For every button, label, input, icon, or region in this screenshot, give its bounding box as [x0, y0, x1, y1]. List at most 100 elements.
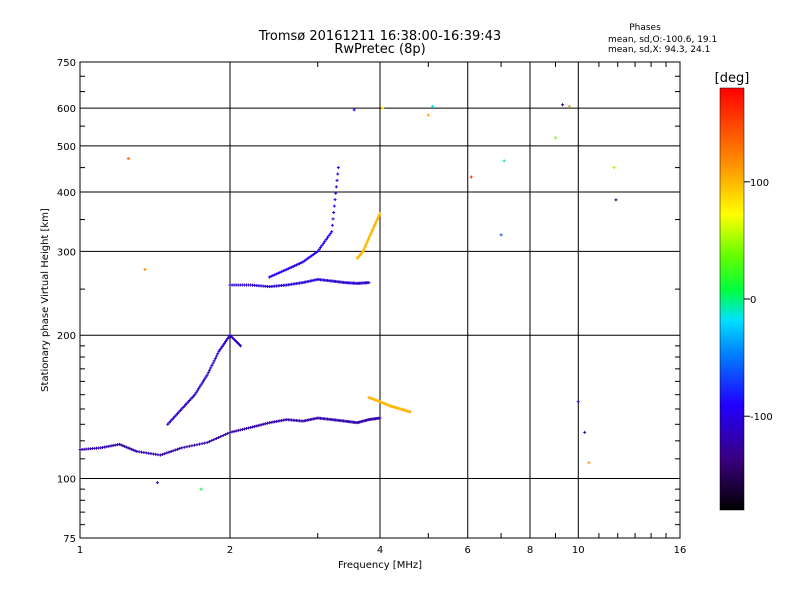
trace-point — [408, 410, 412, 414]
trace-point — [187, 444, 191, 448]
trace-point — [283, 268, 287, 272]
trace-point — [335, 178, 339, 182]
trace-point — [211, 361, 215, 365]
plot-data — [78, 103, 618, 491]
trace-point — [219, 346, 223, 350]
trace-point — [291, 264, 295, 268]
trace-point — [226, 336, 230, 340]
scatter-point — [352, 108, 356, 112]
scatter-point — [502, 159, 506, 163]
scatter-point — [576, 400, 580, 404]
trace-point — [220, 345, 224, 349]
x-tick-label: 8 — [527, 545, 533, 556]
y-tick-label: 750 — [57, 58, 76, 69]
trace-point — [296, 262, 300, 266]
trace-point — [192, 443, 196, 447]
trace-point — [239, 344, 243, 348]
trace-point — [167, 450, 171, 454]
trace-point — [285, 267, 289, 271]
trace-point — [161, 452, 165, 456]
scatter-point — [583, 430, 587, 434]
trace-point — [328, 232, 332, 236]
x-tick-label: 6 — [465, 545, 471, 556]
y-tick-label: 100 — [57, 475, 76, 486]
trace-point — [182, 445, 186, 449]
trace-point — [203, 377, 207, 381]
scatter-point — [155, 481, 159, 485]
scatter-point — [553, 136, 557, 140]
y-tick-label: 400 — [57, 188, 76, 199]
colorbar-tick-label: 100 — [750, 178, 769, 189]
trace-point — [218, 348, 222, 352]
trace-point — [219, 434, 223, 438]
scatter-point — [614, 198, 618, 202]
grid-lines — [80, 62, 680, 538]
colorbar — [719, 87, 745, 511]
trace-point — [221, 343, 225, 347]
trace-point — [205, 373, 209, 377]
trace-point — [124, 445, 128, 449]
trace-point — [225, 338, 229, 342]
trace-point — [317, 247, 321, 251]
trace-point — [200, 381, 204, 385]
y-tick-label: 500 — [57, 142, 76, 153]
trace-point — [195, 389, 199, 393]
phase-info-o: mean, sd,O:-100.6, 19.1 — [608, 35, 717, 45]
trace-point — [171, 416, 175, 420]
trace-point — [334, 185, 338, 189]
trace-point — [330, 223, 334, 227]
trace-point — [203, 441, 207, 445]
trace-point — [205, 441, 209, 445]
trace-point — [221, 433, 225, 437]
scatter-point — [612, 166, 616, 170]
y-tick-label: 75 — [63, 534, 76, 545]
trace-point — [269, 274, 273, 278]
scatter-point — [587, 461, 591, 465]
plot-frame — [79, 61, 681, 539]
trace-point — [294, 263, 298, 267]
trace-point — [198, 385, 202, 389]
trace-point — [367, 281, 371, 285]
trace-point — [174, 413, 178, 417]
trace-point — [158, 453, 162, 457]
y-axis: 75 100 200 300 400 500 600 750 — [57, 58, 680, 545]
trace-point — [276, 271, 280, 275]
colorbar-ticks: 100 0 -100 — [744, 178, 773, 423]
trace-point — [212, 359, 216, 363]
trace-point — [121, 444, 125, 448]
trace-point — [199, 383, 203, 387]
trace-point — [133, 449, 137, 453]
trace-point — [207, 440, 211, 444]
trace-point — [206, 371, 210, 375]
trace-point — [201, 379, 205, 383]
trace-point — [119, 443, 123, 447]
scatter-point — [499, 233, 503, 237]
trace-point — [190, 444, 194, 448]
trace-point — [165, 451, 169, 455]
trace-point — [177, 410, 181, 414]
trace-point — [226, 431, 230, 435]
trace-point — [224, 340, 228, 344]
x-tick-label: 4 — [377, 545, 383, 556]
colorbar-tick-label: 0 — [750, 295, 756, 306]
trace-point — [170, 418, 174, 422]
trace-point — [210, 364, 214, 368]
trace-point — [290, 265, 294, 269]
trace-point — [267, 275, 271, 279]
trace-point — [163, 452, 167, 456]
trace-point — [216, 352, 220, 356]
trace-point — [173, 415, 177, 419]
scatter-point — [381, 106, 385, 110]
x-tick-label: 16 — [674, 545, 687, 556]
trace-point — [208, 368, 212, 372]
trace-point — [331, 217, 335, 221]
trace-point — [274, 272, 278, 276]
trace-point — [167, 421, 171, 425]
trace-point — [227, 335, 231, 339]
trace-point — [185, 445, 189, 449]
trace-point — [319, 245, 323, 249]
trace-point — [214, 437, 218, 441]
y-tick-label: 200 — [57, 331, 76, 342]
scatter-point — [561, 103, 565, 107]
x-tick-label: 1 — [77, 545, 83, 556]
